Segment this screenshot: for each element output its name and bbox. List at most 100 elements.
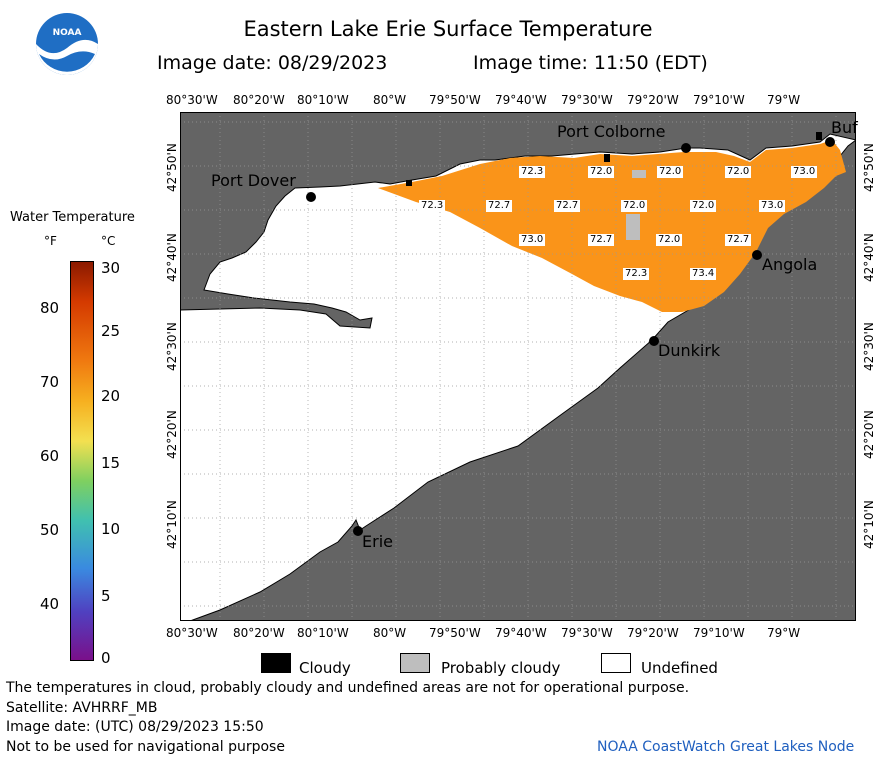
lake-erie-map <box>180 112 856 621</box>
credit-link[interactable]: NOAA CoastWatch Great Lakes Node <box>597 739 855 755</box>
temperature-label: 72.3 <box>623 268 650 280</box>
lat-tick-left: 42°50'N <box>165 143 179 192</box>
undefined-swatch <box>601 653 631 673</box>
temperature-label: 72.0 <box>725 166 752 178</box>
cloudy-patch <box>604 154 610 162</box>
place-label-port-dover: Port Dover <box>211 171 296 190</box>
temperature-label: 72.3 <box>419 200 446 212</box>
lon-tick-bottom: 80°30'W <box>166 626 218 640</box>
place-label-erie: Erie <box>362 532 393 551</box>
lon-tick-top: 79°30'W <box>561 93 613 107</box>
probably-cloudy-label: Probably cloudy <box>441 659 561 677</box>
legend-title: Water Temperature <box>10 210 135 225</box>
map-frame <box>180 112 856 621</box>
place-label-port-colborne: Port Colborne <box>557 122 666 141</box>
navigation-warning: Not to be used for navigational purpose <box>6 739 285 755</box>
probably-cloudy-swatch <box>400 653 430 673</box>
logo-text: NOAA <box>53 28 82 38</box>
temperature-label: 72.0 <box>588 166 615 178</box>
lon-tick-top: 80°20'W <box>233 93 285 107</box>
cloudy-patch <box>406 180 412 186</box>
c-tick: 15 <box>101 454 121 472</box>
lat-tick-left: 42°10'N <box>165 500 179 549</box>
temperature-label: 72.7 <box>486 200 513 212</box>
noaa-logo: NOAA <box>36 13 98 75</box>
image-date: Image date: 08/29/2023 <box>157 52 388 74</box>
lon-tick-bottom: 79°10'W <box>693 626 745 640</box>
temperature-label: 73.4 <box>690 268 717 280</box>
lon-tick-bottom: 79°W <box>767 626 801 640</box>
legend-unit-f: °F <box>44 234 57 248</box>
f-tick: 50 <box>40 521 60 539</box>
lat-tick-left: 42°30'N <box>165 322 179 371</box>
lat-tick-right: 42°30'N <box>862 322 876 371</box>
warm-water-region <box>378 140 846 312</box>
lat-tick-right: 42°10'N <box>862 500 876 549</box>
lon-tick-bottom: 79°30'W <box>561 626 613 640</box>
temperature-label: 73.0 <box>791 166 818 178</box>
c-tick: 30 <box>101 259 121 277</box>
temperature-label: 72.7 <box>554 200 581 212</box>
city-dot-erie <box>353 526 363 536</box>
city-dot-dunkirk <box>649 336 659 346</box>
lon-tick-top: 79°20'W <box>627 93 679 107</box>
undefined-label: Undefined <box>641 659 718 677</box>
disclaimer-text: The temperatures in cloud, probably clou… <box>6 680 690 696</box>
lon-tick-bottom: 80°W <box>373 626 407 640</box>
lon-tick-bottom: 80°10'W <box>297 626 349 640</box>
temperature-color-bar <box>70 261 94 661</box>
lat-tick-right: 42°20'N <box>862 410 876 459</box>
temperature-label: 72.0 <box>621 200 648 212</box>
cloudy-patch <box>816 132 822 140</box>
f-tick: 60 <box>40 447 60 465</box>
lon-tick-top: 80°W <box>373 93 407 107</box>
c-tick: 25 <box>101 322 121 340</box>
probably-cloudy-patch <box>632 170 646 178</box>
lon-tick-top: 80°30'W <box>166 93 218 107</box>
lat-tick-left: 42°40'N <box>165 233 179 282</box>
cloudy-swatch <box>261 653 291 673</box>
satellite-text: Satellite: AVHRRF_MB <box>6 700 158 716</box>
temperature-label: 72.7 <box>588 234 615 246</box>
temperature-label: 72.0 <box>690 200 717 212</box>
lon-tick-bottom: 79°20'W <box>627 626 679 640</box>
temperature-label: 73.0 <box>519 234 546 246</box>
city-dot-angola <box>752 250 762 260</box>
c-tick: 20 <box>101 387 121 405</box>
lat-tick-left: 42°20'N <box>165 410 179 459</box>
lon-tick-top: 79°50'W <box>429 93 481 107</box>
lon-tick-bottom: 79°40'W <box>495 626 547 640</box>
lon-tick-bottom: 79°50'W <box>429 626 481 640</box>
city-dot-port-dover <box>306 192 316 202</box>
lat-tick-right: 42°40'N <box>862 233 876 282</box>
temperature-label: 72.0 <box>656 234 683 246</box>
probably-cloudy-patch <box>626 214 640 240</box>
page-title: Eastern Lake Erie Surface Temperature <box>243 17 653 41</box>
image-time: Image time: 11:50 (EDT) <box>473 52 708 74</box>
utc-date-text: Image date: (UTC) 08/29/2023 15:50 <box>6 719 264 735</box>
place-label-buffalo: Buf <box>831 118 858 137</box>
lon-tick-top: 79°10'W <box>693 93 745 107</box>
temperature-label: 72.3 <box>519 166 546 178</box>
f-tick: 40 <box>40 595 60 613</box>
lon-tick-bottom: 80°20'W <box>233 626 285 640</box>
c-tick: 10 <box>101 520 121 538</box>
lon-tick-top: 79°W <box>767 93 801 107</box>
c-tick: 5 <box>101 587 111 605</box>
place-label-dunkirk: Dunkirk <box>658 341 721 360</box>
place-label-angola: Angola <box>762 255 818 274</box>
f-tick: 70 <box>40 373 60 391</box>
c-tick: 0 <box>101 649 111 667</box>
cloudy-label: Cloudy <box>299 659 351 677</box>
lon-tick-top: 80°10'W <box>297 93 349 107</box>
f-tick: 80 <box>40 299 60 317</box>
temperature-label: 72.0 <box>657 166 684 178</box>
city-dot-port-colborne <box>681 143 691 153</box>
lat-tick-right: 42°50'N <box>862 143 876 192</box>
graticule <box>180 112 856 621</box>
city-dot-buffalo <box>825 137 835 147</box>
lon-tick-top: 79°40'W <box>495 93 547 107</box>
temperature-label: 73.0 <box>759 200 786 212</box>
temperature-label: 72.7 <box>725 234 752 246</box>
legend-unit-c: °C <box>101 234 116 248</box>
